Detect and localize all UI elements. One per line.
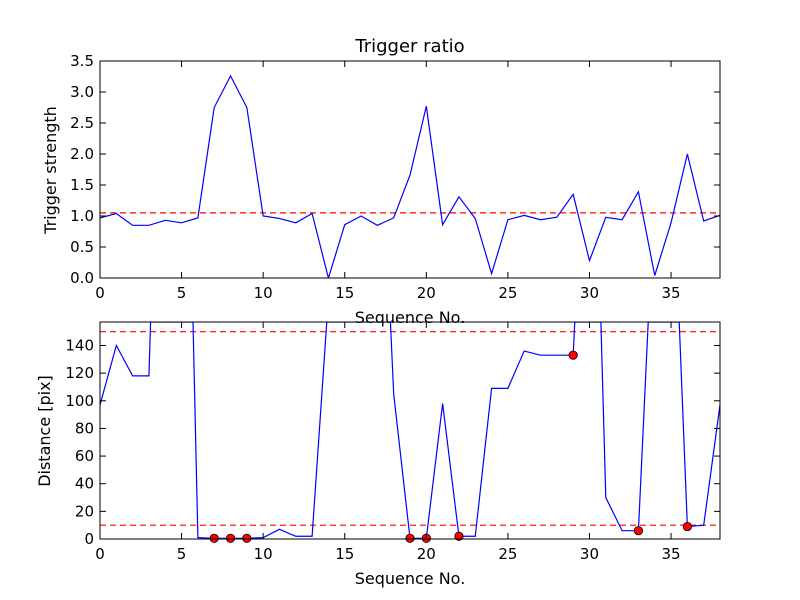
y-tick-label: 120: [65, 364, 94, 382]
distance-plot-area: 0 5 10 15 20 25 30 35 0 20 40 60 80 100 120 140: [65, 321, 721, 563]
data-marker: [454, 531, 464, 541]
y-tick-label: 1.0: [70, 207, 94, 225]
trigger-x-axis-label: Sequence No.: [355, 308, 466, 327]
x-tick-label: 0: [95, 545, 105, 563]
y-tick-label: 20: [75, 502, 94, 520]
data-marker: [633, 526, 644, 536]
x-tick-label: 15: [335, 284, 354, 302]
series-line: [100, 74, 720, 278]
x-tick-label: 25: [498, 284, 517, 302]
y-tick-label: 80: [75, 419, 94, 437]
y-tick-label: 3.0: [70, 83, 94, 101]
axes-frame: [99, 60, 721, 279]
x-tick-label: 0: [95, 284, 105, 302]
x-tick-label: 35: [662, 545, 681, 563]
axes-frame: [99, 321, 721, 540]
x-tick-label: 5: [177, 284, 187, 302]
trigger-plot-area: 0 5 10 15 20 25 30 35 0.0 0.5 1.0 1.5 2.0 2.5 3.0 3.5: [70, 52, 721, 302]
y-tick-label: 60: [75, 447, 94, 465]
data-marker: [682, 521, 692, 532]
x-tick-label: 5: [177, 545, 187, 563]
x-tick-label: 10: [254, 545, 273, 563]
y-tick-label: 2.0: [70, 145, 94, 163]
x-tick-label: 30: [580, 545, 599, 563]
y-tick-label: 2.5: [70, 114, 94, 132]
distance-y-axis-label: Distance [pix]: [35, 375, 54, 487]
x-tick-label: 20: [417, 284, 436, 302]
y-tick-label: 100: [65, 392, 94, 410]
y-tick-label: 0.5: [70, 238, 94, 256]
plot-contents: [100, 322, 720, 539]
x-tick-label: 15: [335, 545, 354, 563]
y-tick-label: 1.5: [70, 176, 94, 194]
data-marker: [242, 533, 252, 543]
y-tick-label: 140: [65, 336, 94, 354]
y-tick-label: 0.0: [70, 269, 94, 287]
data-marker: [568, 350, 578, 360]
y-tick-label: 40: [75, 475, 94, 493]
y-tick-label: 3.5: [70, 52, 94, 70]
x-tick-label: 30: [580, 284, 599, 302]
series-line: [100, 322, 720, 539]
data-marker: [225, 533, 236, 543]
x-tick-label: 25: [498, 545, 517, 563]
trigger-y-axis-label: Trigger strength: [41, 106, 60, 235]
plot-contents: [100, 74, 720, 278]
x-tick-label: 20: [417, 545, 436, 563]
x-tick-label: 10: [254, 284, 273, 302]
x-tick-label: 35: [662, 284, 681, 302]
chart-title: Trigger ratio: [354, 36, 464, 57]
data-marker: [405, 533, 415, 543]
distance-panel: 0 5 10 15 20 25 30 35 0 20 40 60 80 100 120 140 Sequenc…: [35, 321, 721, 588]
distance-x-axis-label: Sequence No.: [355, 569, 466, 588]
data-marker: [209, 533, 219, 543]
y-tick-label: 0: [84, 530, 94, 548]
